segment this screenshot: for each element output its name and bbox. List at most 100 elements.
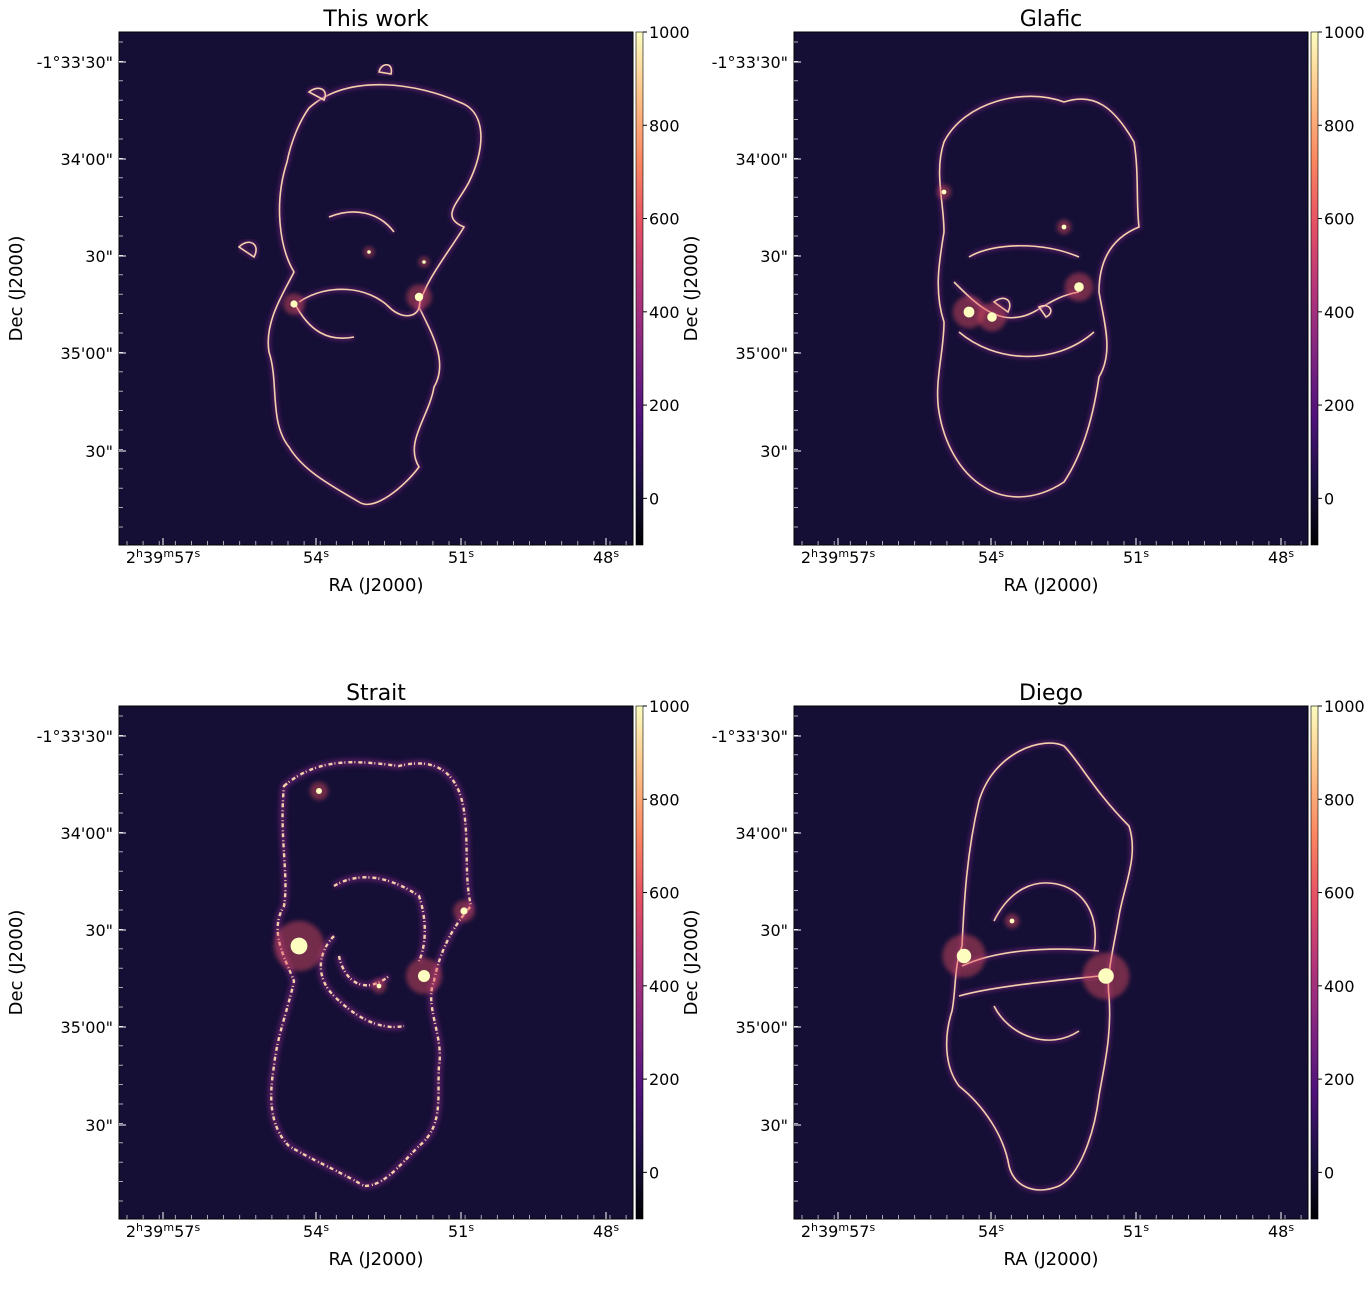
caustic-knot	[290, 937, 308, 955]
caustic-knot	[367, 250, 371, 254]
panel-svg: Glafic -1°33'30" 34'00" 30" 35'00" 30" 2h39m57…	[681, 7, 1365, 596]
y-tick-label: 30"	[760, 921, 788, 940]
caustic-knot	[956, 948, 972, 964]
caustic-layer	[935, 93, 1142, 500]
caustic-curve	[328, 211, 395, 233]
colorbar-tick-label: 200	[1324, 1070, 1355, 1089]
x-tick-label: 2h39m57s	[126, 547, 201, 567]
caustic-knot	[290, 300, 298, 308]
map-image	[119, 706, 633, 1219]
y-tick-label: 35'00"	[61, 344, 113, 363]
x-tick-label: 51s	[1123, 1221, 1149, 1241]
x-tick-label: 51s	[448, 547, 474, 567]
caustic-curve	[337, 955, 390, 987]
caustic-curve	[992, 297, 1011, 314]
colorbar	[635, 705, 644, 1220]
y-axis-label: Dec (J2000)	[681, 910, 702, 1016]
y-tick-label: 35'00"	[61, 1018, 113, 1037]
x-tick-label: 2h39m57s	[801, 1221, 876, 1241]
panel-svg: Strait -1°33'30" 34'00" 30" 35'00" 30" 2h39m57…	[6, 681, 690, 1270]
caustic-knot	[987, 312, 997, 322]
caustic-knot	[418, 970, 430, 982]
x-tick-label: 54s	[303, 547, 329, 567]
y-tick-label: -1°33'30"	[712, 727, 788, 746]
y-tick-label: 34'00"	[61, 150, 113, 169]
panel-svg: This work -1°33'30" 34'00" 30" 35'00" 30" 2h39…	[6, 7, 690, 596]
y-tick-label: 35'00"	[736, 344, 788, 363]
colorbar-tick-label: 400	[649, 977, 680, 996]
caustic-curve	[333, 876, 426, 962]
caustic-curve	[298, 288, 421, 317]
colorbar-tick-label: 0	[1324, 1163, 1334, 1182]
colorbar-tick-label: 400	[1324, 303, 1355, 322]
colorbar-tick-label: 400	[1324, 977, 1355, 996]
x-tick-label: 51s	[1123, 547, 1149, 567]
panel-2: Glafic -1°33'30" 34'00" 30" 35'00" 30" 2h39m57…	[675, 0, 1365, 637]
caustic-knot	[963, 306, 975, 318]
caustic-knot	[422, 260, 426, 264]
map-image	[794, 706, 1308, 1219]
caustic-knot	[1074, 282, 1084, 292]
colorbar-tick-label: 200	[649, 396, 680, 415]
panel-title: Strait	[346, 681, 406, 706]
colorbar-tick-label: 600	[1324, 210, 1355, 229]
caustic-curve	[238, 241, 257, 259]
y-axis-label: Dec (J2000)	[681, 236, 702, 342]
y-tick-label: -1°33'30"	[37, 727, 113, 746]
colorbar-tick-label: 0	[1324, 489, 1334, 508]
map-image	[794, 32, 1308, 545]
colorbar-tick-label: 1000	[1324, 23, 1365, 42]
caustic-knot	[460, 907, 468, 915]
colorbar-tick-label: 200	[1324, 396, 1355, 415]
colorbar-tick-label: 200	[649, 1070, 680, 1089]
colorbar-tick-label: 1000	[649, 23, 690, 42]
x-axis-label: RA (J2000)	[329, 575, 424, 596]
colorbar-tick-label: 800	[649, 790, 680, 809]
colorbar	[635, 31, 644, 546]
x-tick-label: 51s	[448, 1221, 474, 1241]
panel-svg: Diego -1°33'30" 34'00" 30" 35'00" 30" 2h39m57s…	[681, 681, 1365, 1270]
caustic-curve	[270, 761, 473, 1188]
x-tick-label: 54s	[978, 547, 1004, 567]
colorbar-tick-label: 400	[649, 303, 680, 322]
caustic-curve	[267, 83, 482, 505]
y-tick-label: 34'00"	[736, 824, 788, 843]
x-tick-label: 2h39m57s	[801, 547, 876, 567]
y-tick-label: 34'00"	[736, 150, 788, 169]
x-tick-label: 2h39m57s	[126, 1221, 201, 1241]
y-tick-label: 30"	[760, 1116, 788, 1135]
x-tick-label: 48s	[1268, 547, 1294, 567]
y-tick-label: 30"	[85, 1116, 113, 1135]
x-tick-label: 48s	[1268, 1221, 1294, 1241]
y-tick-label: 30"	[85, 921, 113, 940]
panel-title: Diego	[1019, 681, 1083, 706]
x-tick-label: 48s	[593, 547, 619, 567]
panel-4: Diego -1°33'30" 34'00" 30" 35'00" 30" 2h39m57s…	[675, 674, 1365, 1311]
caustic-knot	[1061, 224, 1067, 230]
y-tick-label: 35'00"	[736, 1018, 788, 1037]
x-tick-label: 54s	[303, 1221, 329, 1241]
caustic-curve	[968, 245, 1080, 258]
colorbar-tick-label: 0	[649, 489, 659, 508]
x-tick-label: 48s	[593, 1221, 619, 1241]
caustic-curve	[993, 882, 1096, 952]
colorbar-tick-label: 1000	[649, 697, 690, 716]
colorbar-tick-label: 800	[1324, 790, 1355, 809]
caustic-knot	[1009, 918, 1015, 924]
panel-1: This work -1°33'30" 34'00" 30" 35'00" 30" 2h39…	[0, 0, 690, 637]
caustic-curve	[936, 95, 1140, 498]
map-image	[119, 32, 633, 545]
caustic-knot	[376, 983, 382, 989]
panel-title: Glafic	[1020, 7, 1083, 32]
caustic-curve	[378, 64, 393, 75]
y-tick-label: -1°33'30"	[37, 53, 113, 72]
colorbar-tick-label: 800	[649, 116, 680, 135]
y-tick-label: 30"	[760, 442, 788, 461]
caustic-curve	[945, 742, 1134, 1191]
caustic-curve	[993, 1005, 1080, 1041]
x-axis-label: RA (J2000)	[329, 1249, 424, 1270]
colorbar-tick-label: 0	[649, 1163, 659, 1182]
x-axis-label: RA (J2000)	[1004, 1249, 1099, 1270]
caustic-curve	[958, 331, 1095, 358]
x-tick-label: 54s	[978, 1221, 1004, 1241]
